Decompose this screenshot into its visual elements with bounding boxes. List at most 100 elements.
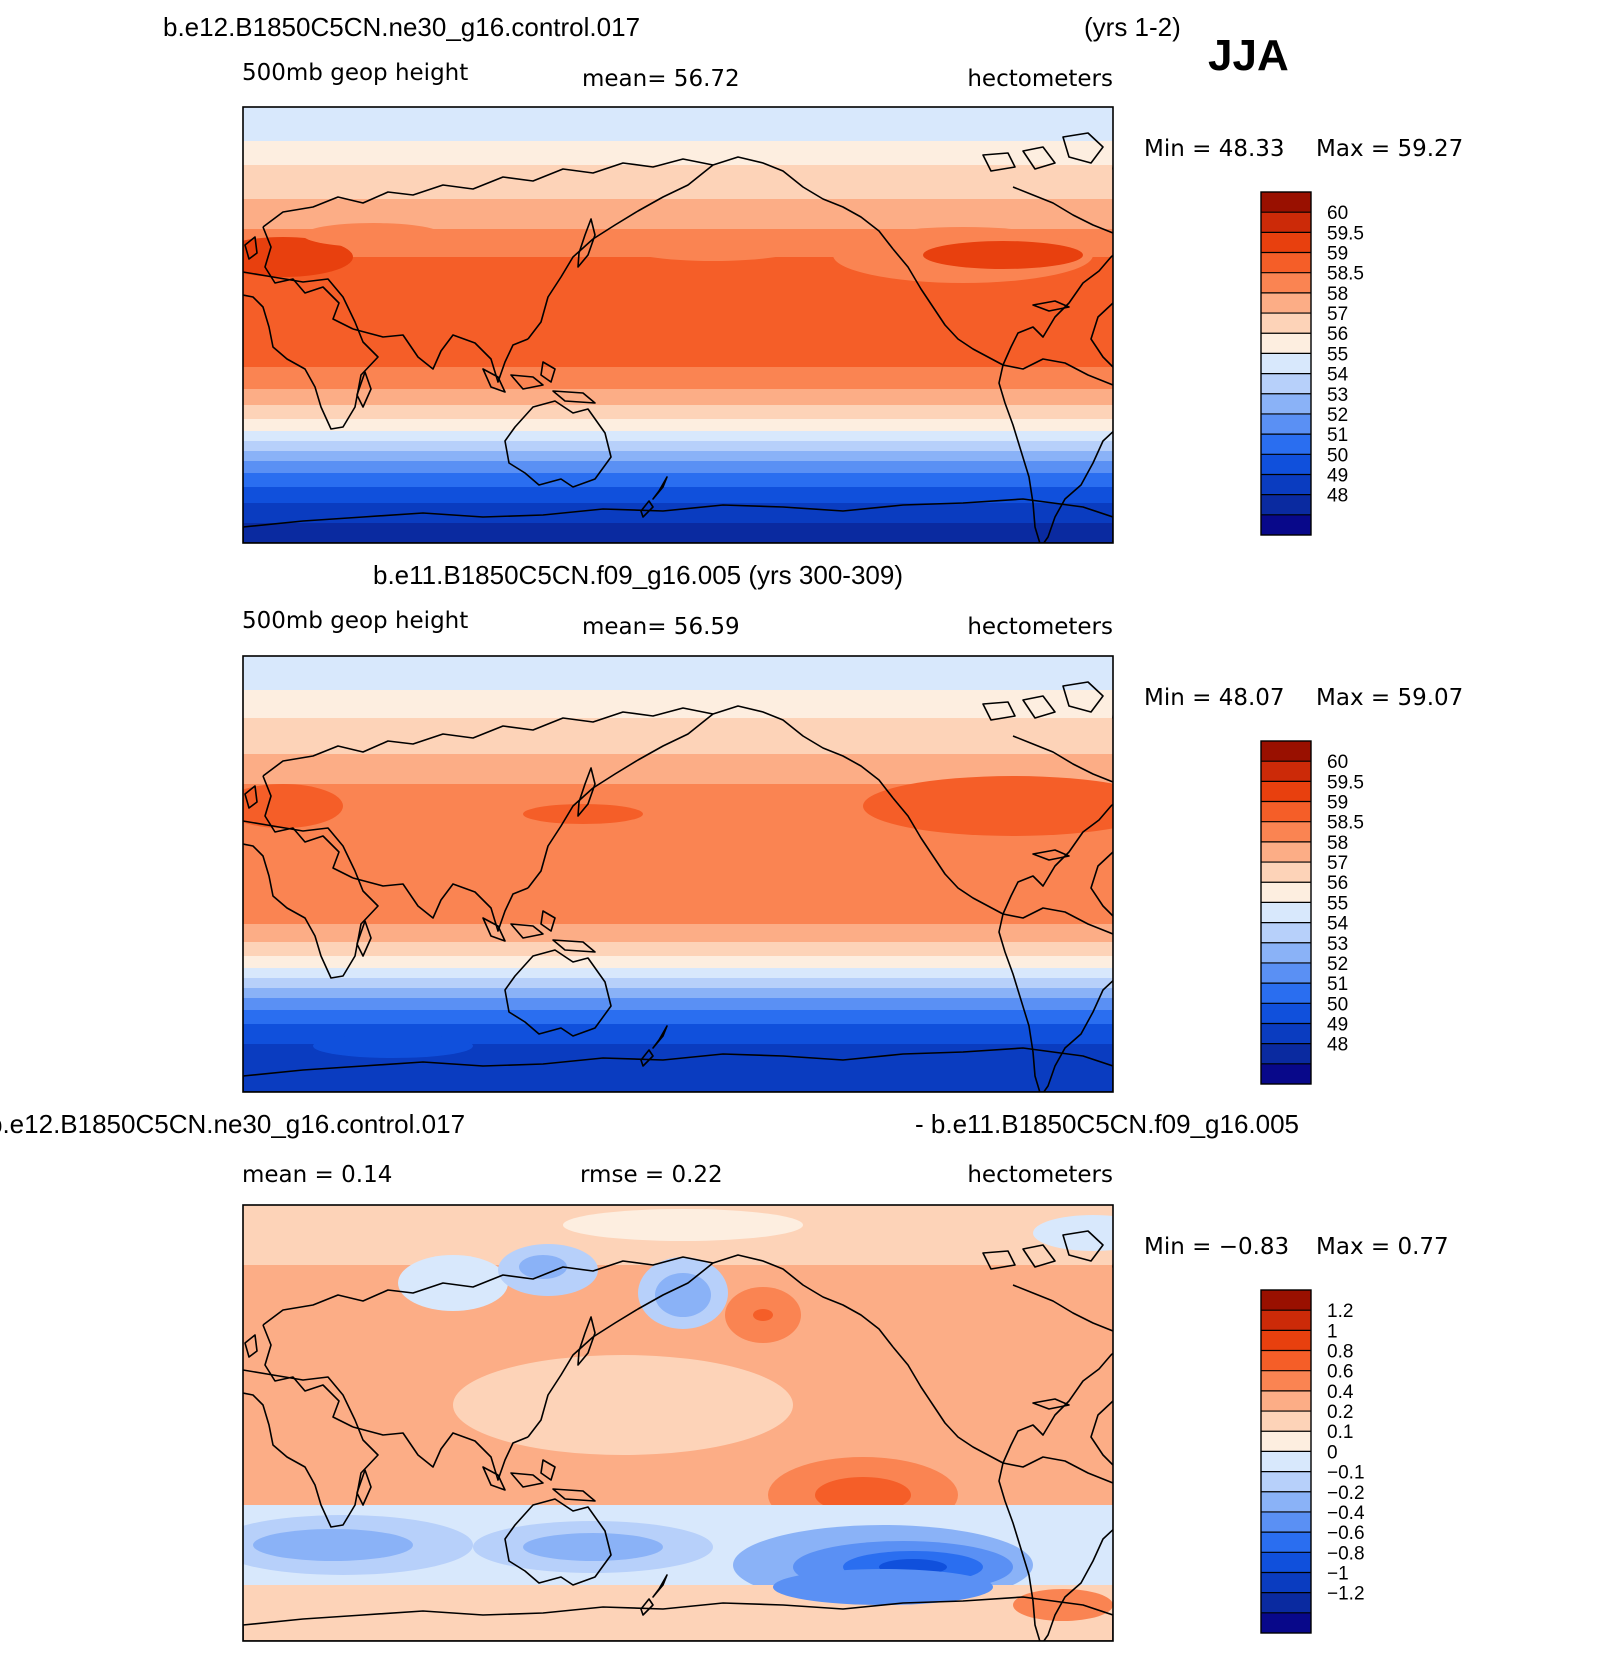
colorbar-3-tick-label: 0.1 xyxy=(1327,1422,1353,1443)
blob-p3-8 xyxy=(753,1309,773,1321)
band-p1-17 xyxy=(243,503,1113,523)
blob-p2-1 xyxy=(863,776,1113,836)
colorbar-1-tick-label: 60 xyxy=(1327,203,1348,224)
band-p1-8 xyxy=(243,389,1113,405)
colorbar-1-frame xyxy=(1260,191,1312,536)
colorbar-2-box-0 xyxy=(1261,741,1311,762)
panel-1-max: Max = 59.27 xyxy=(1316,136,1463,162)
panel-1-min: Min = 48.33 xyxy=(1144,136,1285,162)
band-p1-13 xyxy=(243,451,1113,461)
colorbar-2-tick-label: 52 xyxy=(1327,954,1348,975)
colorbar-2-box-5 xyxy=(1261,841,1311,863)
colorbar-1-tick-label: 57 xyxy=(1327,304,1348,325)
colorbar-2-tick-label: 57 xyxy=(1327,853,1348,874)
band-p1-14 xyxy=(243,461,1113,473)
colorbar-3-box-3 xyxy=(1261,1350,1311,1372)
band-p1-2 xyxy=(243,141,1113,165)
colorbar-1-box-0 xyxy=(1261,192,1311,213)
panel-2: b.e11.B1850C5CN.f09_g16.005 (yrs 300-309… xyxy=(242,560,1463,1093)
colorbar-2-tick-label: 54 xyxy=(1327,914,1349,935)
colorbar-1-box-5 xyxy=(1261,292,1311,314)
colorbar-1-tick-label: 52 xyxy=(1327,405,1348,426)
panel-2-mean: mean= 56.59 xyxy=(582,614,740,640)
colorbar-3-box-4 xyxy=(1261,1370,1311,1392)
panel-1: b.e12.B1850C5CN.ne30_g16.control.017 (yr… xyxy=(163,12,1463,544)
colorbar-1-tick-label: 48 xyxy=(1327,486,1348,507)
colorbar-2-box-9 xyxy=(1261,922,1311,944)
colorbar-2-box-12 xyxy=(1261,983,1311,1004)
colorbar-3-box-7 xyxy=(1261,1431,1311,1452)
colorbar-2-box-8 xyxy=(1261,902,1311,924)
band-p1-1 xyxy=(243,107,1113,141)
colorbar-3-box-15 xyxy=(1261,1592,1311,1614)
colorbar-1-box-9 xyxy=(1261,373,1311,395)
colorbar-2-box-6 xyxy=(1261,862,1311,883)
colorbar-2-tick-label: 59.5 xyxy=(1327,772,1364,793)
colorbar-3-box-9 xyxy=(1261,1471,1311,1493)
colorbar-2-box-14 xyxy=(1261,1023,1311,1045)
band-p2-2 xyxy=(243,690,1113,718)
colorbar-2-box-3 xyxy=(1261,801,1311,823)
band-p1-9 xyxy=(243,405,1113,419)
colorbar-2-tick-label: 49 xyxy=(1327,1014,1348,1035)
colorbar-1-box-15 xyxy=(1261,494,1311,516)
colorbar-3-box-5 xyxy=(1261,1390,1311,1412)
panel-1-variable: 500mb geop height xyxy=(242,60,468,86)
colorbar-1-tick-label: 59 xyxy=(1327,244,1348,265)
colorbar-3-tick-label: −0.6 xyxy=(1327,1523,1365,1544)
blob-p3-2 xyxy=(398,1255,508,1311)
colorbar-1-box-4 xyxy=(1261,272,1311,294)
band-p2-11 xyxy=(243,988,1113,998)
colorbar-3-box-8 xyxy=(1261,1451,1311,1473)
colorbar-2-box-2 xyxy=(1261,781,1311,803)
band-p2-9 xyxy=(243,968,1113,978)
colorbar-3-tick-label: −0.2 xyxy=(1327,1483,1365,1504)
blob-p3-21 xyxy=(1013,1589,1113,1621)
colorbar-2-tick-label: 50 xyxy=(1327,994,1348,1015)
colorbar-1-tick-label: 54 xyxy=(1327,365,1349,386)
map-panel-3 xyxy=(243,1205,1113,1641)
colorbar-2-tick-label: 59 xyxy=(1327,793,1348,814)
blob-p1-4 xyxy=(303,223,443,247)
blob-p1-3 xyxy=(623,233,803,261)
panel-3-rmse: rmse = 0.22 xyxy=(580,1162,723,1188)
colorbar-3-tick-label: 0.2 xyxy=(1327,1402,1353,1423)
colorbar-2-tick-label: 56 xyxy=(1327,873,1348,894)
band-p1-15 xyxy=(243,473,1113,487)
panel-2-title: b.e11.B1850C5CN.f09_g16.005 (yrs 300-309… xyxy=(373,560,903,590)
blob-p3-20 xyxy=(773,1569,993,1605)
colorbar-3-tick-label: 1.2 xyxy=(1327,1301,1353,1322)
colorbar-2-tick-label: 58 xyxy=(1327,833,1348,854)
colorbar-3-box-12 xyxy=(1261,1532,1311,1553)
colorbar-3-box-2 xyxy=(1261,1330,1311,1352)
colorbar-3-box-1 xyxy=(1261,1310,1311,1331)
colorbar-2-tick-label: 60 xyxy=(1327,752,1348,773)
colorbar-1-box-14 xyxy=(1261,474,1311,496)
colorbar-1-tick-label: 51 xyxy=(1327,425,1348,446)
panel-2-variable: 500mb geop height xyxy=(242,608,468,634)
map-frame-1 xyxy=(242,106,1114,544)
colorbar-3: 1.210.80.60.40.20.10−0.1−0.2−0.4−0.6−0.8… xyxy=(1260,1289,1365,1634)
colorbar-2-box-11 xyxy=(1261,962,1311,984)
colorbar-3-frame xyxy=(1260,1289,1312,1634)
colorbar-1-box-2 xyxy=(1261,232,1311,254)
band-p2-8 xyxy=(243,956,1113,968)
panel-3-mean: mean = 0.14 xyxy=(242,1162,392,1188)
colorbar-1-box-1 xyxy=(1261,212,1311,233)
colorbar-2-tick-label: 55 xyxy=(1327,893,1348,914)
colorbar-1-tick-label: 58.5 xyxy=(1327,264,1364,285)
panel-1-mean: mean= 56.72 xyxy=(582,66,740,92)
colorbar-1-tick-label: 58 xyxy=(1327,284,1348,305)
map-frame-2 xyxy=(242,655,1114,1093)
colorbar-2-frame xyxy=(1260,740,1312,1085)
colorbar-2-box-10 xyxy=(1261,942,1311,964)
band-p2-14 xyxy=(243,1024,1113,1044)
blob-p3-9 xyxy=(453,1355,793,1455)
colorbar-2-box-1 xyxy=(1261,761,1311,782)
colorbar-3-tick-label: −1.2 xyxy=(1327,1584,1365,1605)
colorbar-3-tick-label: −0.8 xyxy=(1327,1543,1365,1564)
colorbar-1-tick-label: 49 xyxy=(1327,465,1348,486)
band-p1-3 xyxy=(243,165,1113,199)
